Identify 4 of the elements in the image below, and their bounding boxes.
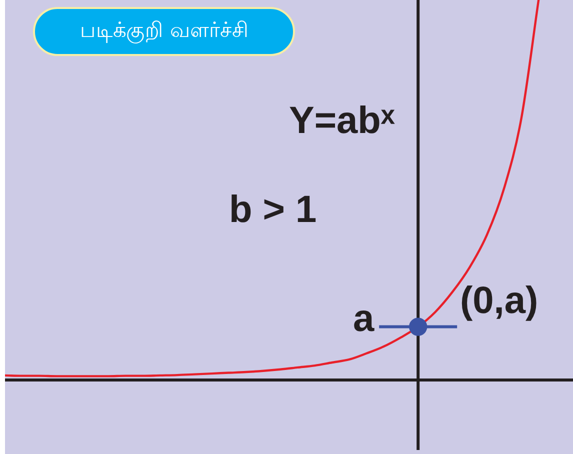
annotation: Y=abˣ <box>289 100 395 142</box>
annotation: (0,a) <box>460 280 538 322</box>
ref-line-label: a <box>352 298 375 340</box>
annotation: b > 1 <box>229 189 317 231</box>
